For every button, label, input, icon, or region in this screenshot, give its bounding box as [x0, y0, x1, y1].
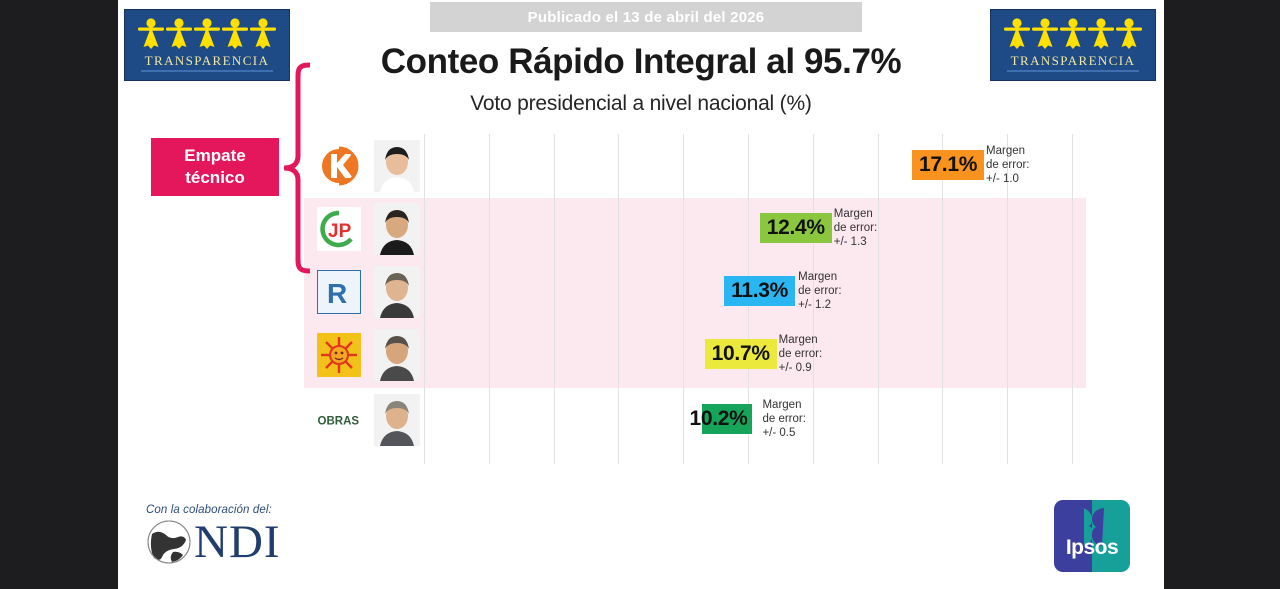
moe-value: +/- 1.2	[798, 299, 832, 311]
margin-of-error: Margen de error: +/- 0.9	[779, 333, 822, 375]
value-label: 17.1%	[912, 150, 985, 180]
value-label: 12.4%	[759, 213, 832, 243]
margin-of-error: Margen de error: +/- 1.2	[798, 270, 841, 312]
ndi-wordmark: NDI	[194, 516, 281, 568]
candidate-row: OBRAS 10.2% Margen de error: +/- 0.5	[118, 388, 1164, 451]
page-subtitle: Voto presidencial a nivel nacional (%)	[470, 92, 812, 115]
transparencia-wordmark-right: TRANSPARENCIA	[1006, 53, 1140, 72]
candidate-row: R 11.3% Margen de error: +/- 1.2	[118, 260, 1164, 323]
party-logo-r-icon: R	[316, 269, 362, 314]
globe-icon	[147, 520, 191, 564]
page-title: Conteo Rápido Integral al 95.7%	[380, 42, 902, 81]
svg-text:JP: JP	[328, 221, 352, 242]
party-logo-obras-icon: OBRAS	[316, 398, 362, 442]
candidate-photo	[374, 328, 420, 381]
gridline	[812, 134, 814, 464]
gridline	[683, 134, 685, 464]
candidate-photo	[374, 393, 420, 446]
ndi-logo: NDI	[146, 518, 281, 566]
value-label: 10.7%	[704, 339, 777, 369]
margin-of-error: Margen de error: +/- 1.0	[986, 144, 1029, 186]
value-bar	[702, 404, 753, 434]
published-date: Publicado el 13 de abril del 2026	[527, 8, 765, 26]
candidate-row: JP 12.4% Margen de error: +/- 1.3	[118, 197, 1164, 260]
gridline	[1072, 134, 1073, 464]
transparencia-figures-icon	[137, 16, 277, 52]
tie-line-2: técnico	[185, 168, 245, 187]
candidate-row: 10.7% Margen de error: +/- 0.9	[118, 323, 1164, 386]
infographic-page: Publicado el 13 de abril del 2026 TRANSP…	[118, 0, 1164, 589]
transparencia-logo-left: TRANSPARENCIA	[124, 9, 290, 81]
gridline	[942, 134, 944, 464]
margin-of-error: Margen de error: +/- 0.5	[762, 398, 805, 440]
moe-line-2: de error:	[798, 285, 842, 297]
candidate-photo	[374, 265, 420, 318]
moe-value: +/- 0.9	[778, 362, 812, 374]
moe-value: +/- 1.3	[833, 236, 867, 248]
technical-tie-callout: Empate técnico	[151, 138, 279, 196]
candidate-row: 17.1% Margen de error: +/- 1.0	[118, 134, 1164, 197]
gridline	[424, 134, 425, 464]
gridline	[553, 134, 555, 464]
value-label: 10.2%	[689, 407, 748, 430]
value-label: 11.3%	[724, 276, 795, 306]
moe-line-1: Margen	[833, 208, 873, 220]
moe-line-2: de error:	[986, 159, 1030, 171]
technical-tie-band	[304, 198, 1086, 388]
moe-line-2: de error:	[833, 222, 878, 234]
gridline	[877, 134, 879, 464]
gridline	[618, 134, 620, 464]
transparencia-wordmark-left: TRANSPARENCIA	[140, 53, 274, 72]
collaboration-label: Con la colaboración del:	[146, 504, 272, 516]
svg-text:OBRAS: OBRAS	[318, 415, 360, 427]
party-logo-jp-icon: JP	[316, 206, 362, 251]
published-banner: Publicado el 13 de abril del 2026	[430, 2, 862, 32]
moe-value: +/- 0.5	[762, 427, 796, 439]
candidate-photo	[374, 139, 420, 192]
party-logo-sol-icon	[316, 332, 362, 377]
moe-line-1: Margen	[798, 271, 838, 283]
candidate-photo	[374, 202, 420, 255]
moe-line-1: Margen	[778, 334, 818, 346]
tie-brace-icon	[283, 62, 310, 274]
transparencia-figures-icon	[1003, 16, 1143, 52]
ipsos-faces-icon	[1080, 508, 1104, 546]
moe-value: +/- 1.0	[986, 173, 1019, 185]
moe-line-2: de error:	[762, 413, 806, 425]
moe-line-2: de error:	[778, 348, 823, 360]
margin-of-error: Margen de error: +/- 1.3	[834, 207, 877, 249]
gridline	[488, 134, 490, 464]
moe-line-1: Margen	[986, 145, 1026, 157]
transparencia-logo-right: TRANSPARENCIA	[990, 9, 1156, 81]
party-logo-k-icon	[316, 144, 362, 188]
tie-line-1: Empate	[184, 146, 246, 165]
svg-text:R: R	[327, 278, 347, 309]
moe-line-1: Margen	[762, 399, 802, 411]
ipsos-logo: Ipsos	[1054, 500, 1130, 572]
gridline	[1007, 134, 1009, 464]
ipsos-wordmark: Ipsos	[1065, 536, 1119, 559]
results-chart: 17.1% Margen de error: +/- 1.0 JP 12.4% Margen…	[118, 126, 1164, 466]
